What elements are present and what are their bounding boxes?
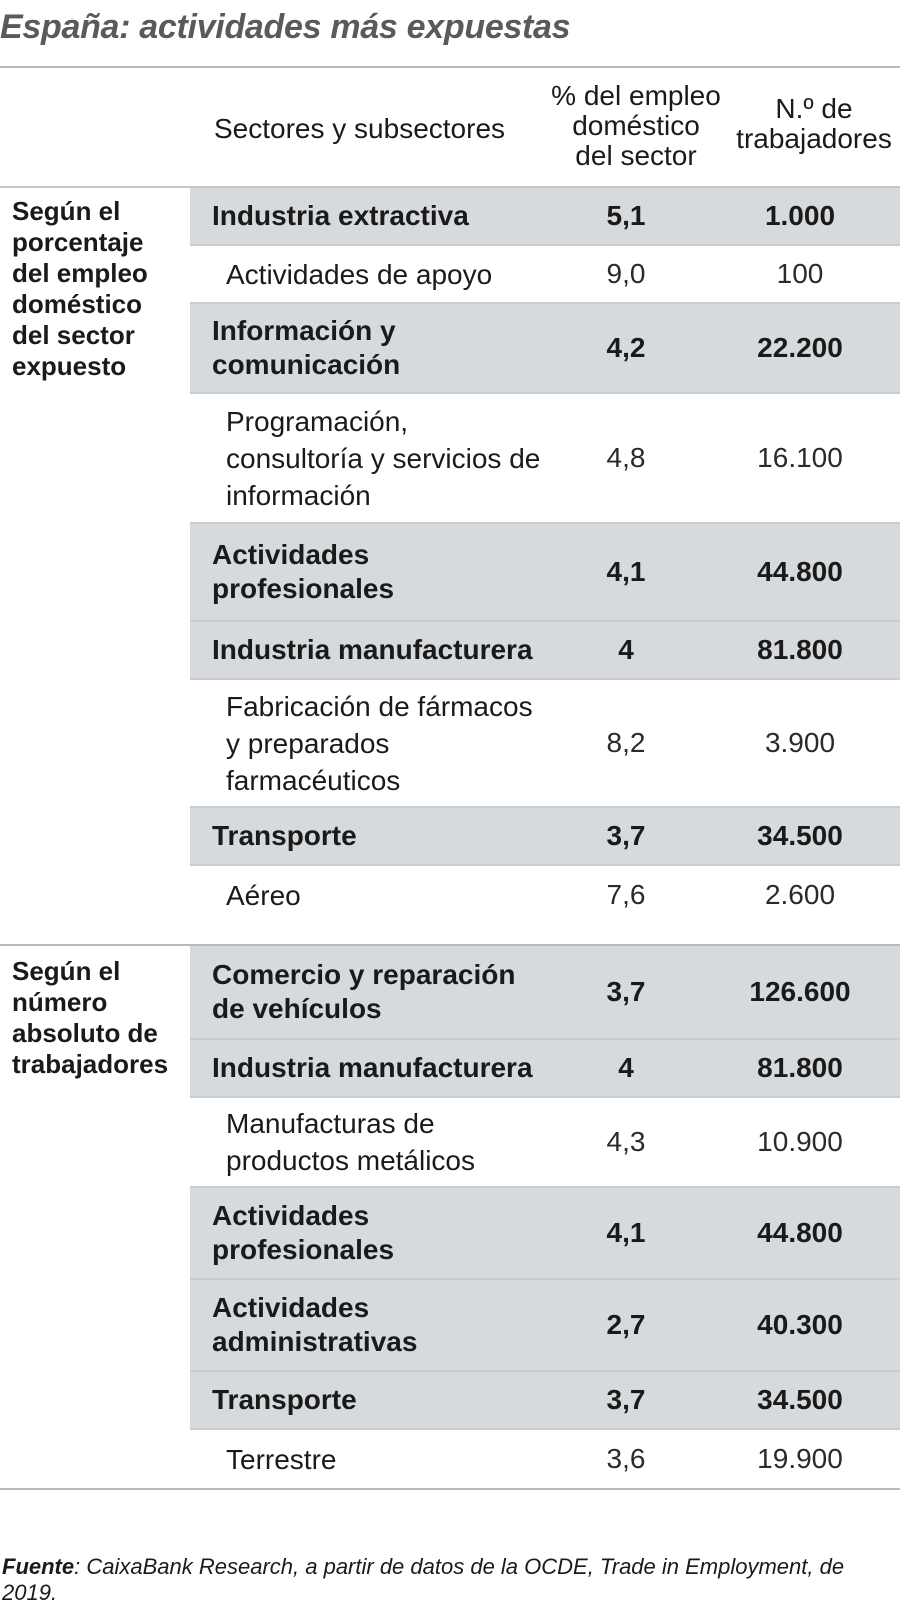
source-label: Fuente	[2, 1554, 75, 1579]
row-sector: Información y comunicación	[212, 315, 401, 380]
row-subsector: Manufacturas de productos metálicos	[226, 1108, 476, 1176]
row-workers: 19.900	[757, 1443, 843, 1474]
table-row: Terrestre 3,6 19.900	[190, 1430, 900, 1488]
table-row: Manufacturas de productos metálicos 4,3 …	[190, 1098, 900, 1188]
row-workers: 16.100	[757, 442, 843, 473]
row-sector: Industria extractiva	[212, 200, 469, 231]
row-workers: 22.200	[757, 332, 843, 363]
row-workers: 10.900	[757, 1126, 843, 1157]
row-pct: 2,7	[606, 1309, 646, 1340]
row-workers: 81.800	[757, 634, 843, 665]
row-subsector: Fabricación de fármacos y preparados far…	[226, 690, 533, 796]
row-pct: 4	[618, 634, 634, 665]
group-label-line: Según el	[12, 196, 121, 226]
table-row: Actividades administrativas 2,7 40.300	[190, 1280, 900, 1372]
table-row: Industria manufacturera 4 81.800	[190, 622, 900, 680]
row-workers: 40.300	[757, 1309, 843, 1340]
group-label-line: número	[12, 987, 108, 1017]
row-pct: 7,6	[606, 879, 646, 910]
header-workers: N.º de trabajadores	[728, 94, 900, 154]
header-rule	[0, 186, 900, 188]
group-label-line: trabajadores	[12, 1049, 169, 1079]
table-row: Programación, consultoría y servicios de…	[190, 394, 900, 524]
table-row: Comercio y reparación de vehículos 3,7 1…	[190, 946, 900, 1040]
row-pct: 3,7	[606, 1384, 646, 1415]
table-title: España: actividades más expuestas	[0, 8, 571, 46]
table-row: Información y comunicación 4,2 22.200	[190, 304, 900, 394]
row-workers: 2.600	[764, 879, 836, 910]
row-workers: 100	[776, 258, 824, 289]
group-label-line: del sector	[12, 320, 135, 350]
row-pct: 3,7	[606, 976, 646, 1007]
row-workers: 44.800	[757, 1217, 843, 1248]
row-pct: 4,1	[606, 1217, 646, 1248]
row-sector: Actividades administrativas	[212, 1292, 418, 1357]
table-row: Fabricación de fármacos y preparados far…	[190, 680, 900, 808]
row-subsector: Actividades de apoyo	[226, 258, 493, 290]
table-row: Actividades de apoyo 9,0 100	[190, 246, 900, 304]
row-pct: 4	[618, 1052, 634, 1083]
row-sector: Actividades profesionales	[212, 1200, 395, 1265]
row-pct: 4,3	[606, 1126, 646, 1157]
group-label-line: Según el	[12, 956, 121, 986]
row-workers: 3.900	[764, 727, 836, 758]
row-sector: Actividades profesionales	[212, 539, 395, 604]
row-workers: 1.000	[764, 200, 836, 231]
source-text: : CaixaBank Research, a partir de datos …	[2, 1554, 845, 1605]
row-workers: 34.500	[757, 820, 843, 851]
table-header: Sectores y subsectores % del empleo domé…	[0, 68, 900, 186]
row-pct: 4,2	[606, 332, 646, 363]
row-subsector: Aéreo	[226, 879, 301, 911]
row-sector: Transporte	[212, 820, 357, 851]
row-pct: 4,1	[606, 556, 646, 587]
table-row: Transporte 3,7 34.500	[190, 1372, 900, 1430]
row-pct: 8,2	[606, 727, 646, 758]
row-sector: Industria manufacturera	[212, 1052, 533, 1083]
header-pct-line2: doméstico	[572, 110, 700, 141]
row-pct: 9,0	[606, 258, 646, 289]
row-pct: 3,7	[606, 820, 646, 851]
group-label-line: porcentaje	[12, 227, 144, 257]
bottom-rule	[0, 1488, 900, 1490]
source-footnote: Fuente: CaixaBank Research, a partir de …	[2, 1554, 900, 1606]
group-label-line: del empleo	[12, 258, 148, 288]
header-sectors: Sectores y subsectores	[214, 113, 506, 144]
header-pct-line3: del sector	[575, 140, 697, 171]
group-label-absolute: Según el número absoluto de trabajadores	[12, 956, 168, 1080]
header-num-line1: N.º de	[775, 93, 853, 124]
row-workers: 81.800	[757, 1052, 843, 1083]
row-sector: Transporte	[212, 1384, 357, 1415]
table-row: Transporte 3,7 34.500	[190, 808, 900, 866]
row-workers: 126.600	[749, 976, 851, 1007]
group-label-line: absoluto de	[12, 1018, 158, 1048]
row-subsector: Programación, consultoría y servicios de…	[226, 405, 541, 511]
row-pct: 4,8	[606, 442, 646, 473]
group-separator	[0, 944, 900, 946]
table-row: Industria extractiva 5,1 1.000	[190, 188, 900, 246]
group-label-line: doméstico	[12, 289, 143, 319]
top-rule	[0, 66, 900, 68]
row-workers: 44.800	[757, 556, 843, 587]
row-subsector: Terrestre	[226, 1443, 337, 1475]
header-num-line2: trabajadores	[736, 123, 892, 154]
row-pct: 5,1	[606, 200, 646, 231]
header-pct: % del empleo doméstico del sector	[536, 81, 736, 171]
row-sector: Industria manufacturera	[212, 634, 533, 665]
row-workers: 34.500	[757, 1384, 843, 1415]
group-label-line: expuesto	[12, 351, 127, 381]
row-pct: 3,6	[606, 1443, 646, 1474]
table-row: Actividades profesionales 4,1 44.800	[190, 524, 900, 622]
table-row: Industria manufacturera 4 81.800	[190, 1040, 900, 1098]
table-row: Aéreo 7,6 2.600	[190, 866, 900, 924]
group-label-percentage: Según el porcentaje del empleo doméstico…	[12, 196, 148, 382]
table-row: Actividades profesionales 4,1 44.800	[190, 1188, 900, 1280]
row-sector: Comercio y reparación de vehículos	[212, 959, 516, 1024]
header-pct-line1: % del empleo	[551, 80, 721, 111]
